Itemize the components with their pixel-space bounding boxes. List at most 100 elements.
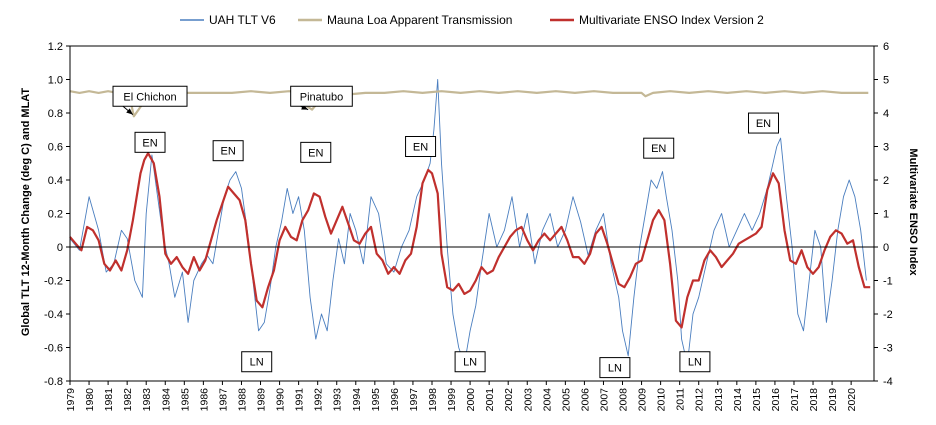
x-tick-label: 1989 <box>256 388 268 412</box>
y-right-tick-label: -3 <box>883 343 893 355</box>
annotation-box <box>405 136 437 157</box>
x-tick-label: 1985 <box>179 388 191 412</box>
x-tick-label: 1999 <box>446 388 458 412</box>
x-tick-label: 2019 <box>827 388 839 412</box>
legend-label-2: Mauna Loa Apparent Transmission <box>327 13 512 27</box>
y-left-tick-label: 1.0 <box>48 75 63 87</box>
y-axis-left-title: Global TLT 12-Month Change (deg C) and M… <box>20 88 32 337</box>
annotation-box <box>679 351 711 373</box>
annotation-label: LN <box>608 363 622 375</box>
x-tick-label: 2001 <box>484 388 496 412</box>
x-tick-label: 1980 <box>84 388 96 412</box>
x-tick-label: 1992 <box>313 388 325 412</box>
x-tick-label: 2011 <box>675 388 687 411</box>
y-left-tick-label: 0.2 <box>48 209 63 221</box>
y-left-tick-label: 0 <box>57 242 63 254</box>
y-right-tick-label: 5 <box>883 75 889 87</box>
annotation-box <box>300 141 332 163</box>
y-right-tick-label: 6 <box>883 41 889 53</box>
x-tick-label: 2017 <box>789 388 801 412</box>
annotation-label: LN <box>250 357 264 369</box>
x-tick-label: 1990 <box>275 388 287 412</box>
x-tick-label: 2020 <box>846 388 858 412</box>
y-right-tick-label: 0 <box>883 242 889 254</box>
x-tick-label: 2018 <box>808 388 820 412</box>
x-tick-label: 1984 <box>160 388 172 412</box>
annotation-label: LN <box>463 357 477 369</box>
y-left-tick-label: 0.8 <box>48 108 63 120</box>
annotation-label: EN <box>651 143 666 155</box>
annotation-box <box>599 357 631 379</box>
series-line-2 <box>69 90 869 118</box>
annotation-label: EN <box>756 118 771 130</box>
x-tick-label: 2003 <box>522 388 534 412</box>
y-left-tick-label: 1.2 <box>48 41 63 53</box>
annotation-label: EN <box>142 137 157 149</box>
annotation-box <box>290 85 353 107</box>
legend-label-1: UAH TLT V6 <box>209 13 276 27</box>
y-left-tick-label: 0.6 <box>48 142 63 154</box>
legend-label-3: Multivariate ENSO Index Version 2 <box>579 13 764 27</box>
annotation-label: Pinatubo <box>300 91 343 103</box>
y-left-tick-label: -0.8 <box>44 376 63 388</box>
x-tick-label: 2000 <box>465 388 477 412</box>
x-tick-label: 2010 <box>656 388 668 412</box>
x-tick-label: 2016 <box>770 388 782 412</box>
y-left-tick-label: -0.2 <box>44 276 63 288</box>
x-tick-label: 1993 <box>332 388 344 412</box>
annotation-label: LN <box>688 357 702 369</box>
y-right-tick-label: 4 <box>883 108 889 120</box>
x-tick-label: 1995 <box>370 388 382 412</box>
y-left-tick-label: 0.4 <box>48 175 63 187</box>
x-tick-label: 1982 <box>122 388 134 412</box>
y-right-tick-label: 3 <box>883 142 889 154</box>
x-tick-label: 2015 <box>751 388 763 412</box>
annotation-box <box>134 131 166 153</box>
x-tick-label: 1987 <box>217 388 229 412</box>
y-left-tick-label: -0.6 <box>44 343 63 355</box>
annotation-box <box>747 112 779 134</box>
x-tick-label: 1998 <box>427 388 439 412</box>
x-tick-label: 2009 <box>637 388 649 412</box>
annotation-box <box>112 85 188 107</box>
x-tick-label: 1981 <box>103 388 115 412</box>
x-tick-label: 2014 <box>732 388 744 412</box>
x-tick-label: 1988 <box>236 388 248 412</box>
x-tick-label: 2004 <box>541 388 553 412</box>
annotation-label: EN <box>308 147 323 159</box>
annotation-box <box>643 137 675 159</box>
annotation-arrow-head <box>126 108 133 115</box>
y-right-tick-label: -4 <box>883 376 893 388</box>
annotation-label: El Chichon <box>123 91 176 103</box>
annotation-box <box>454 351 486 373</box>
x-tick-label: 2005 <box>560 388 572 412</box>
x-tick-label: 1991 <box>294 388 306 412</box>
x-tick-label: 2006 <box>579 388 591 412</box>
x-tick-label: 1997 <box>408 388 420 412</box>
x-tick-label: 2007 <box>598 388 610 412</box>
y-left-tick-label: -0.4 <box>44 309 63 321</box>
annotation-label: EN <box>413 142 428 154</box>
annotation-label: EN <box>220 146 235 158</box>
x-tick-label: 2012 <box>694 388 706 412</box>
y-right-tick-label: 1 <box>883 209 889 221</box>
x-tick-label: 1996 <box>389 388 401 412</box>
annotation-box <box>241 351 273 373</box>
x-tick-label: 2002 <box>503 388 515 412</box>
annotations: El Chichon Pinatubo EN EN EN EN EN EN LN LN LN LN <box>112 85 779 379</box>
x-tick-label: 1994 <box>351 388 363 412</box>
x-tick-label: 1979 <box>65 388 77 412</box>
legend: UAH TLT V6 Mauna Loa Apparent Transmissio… <box>180 13 764 27</box>
x-tick-label: 1986 <box>198 388 210 412</box>
y-right-tick-label: 2 <box>883 175 889 187</box>
y-axis-right-title: Multivariate ENSO Index <box>907 148 919 276</box>
axes: -0.8 -0.6 -0.4 -0.2 0 0.2 0.4 0.6 0.8 1.0 1.2 -4 -3 -… <box>44 41 893 411</box>
y-right-tick-label: -1 <box>883 276 893 288</box>
annotation-box <box>212 140 244 162</box>
y-right-tick-label: -2 <box>883 309 893 321</box>
series-line-3 <box>69 152 871 329</box>
x-tick-label: 2013 <box>713 388 725 412</box>
x-tick-label: 2008 <box>618 388 630 412</box>
x-tick-label: 1983 <box>141 388 153 412</box>
